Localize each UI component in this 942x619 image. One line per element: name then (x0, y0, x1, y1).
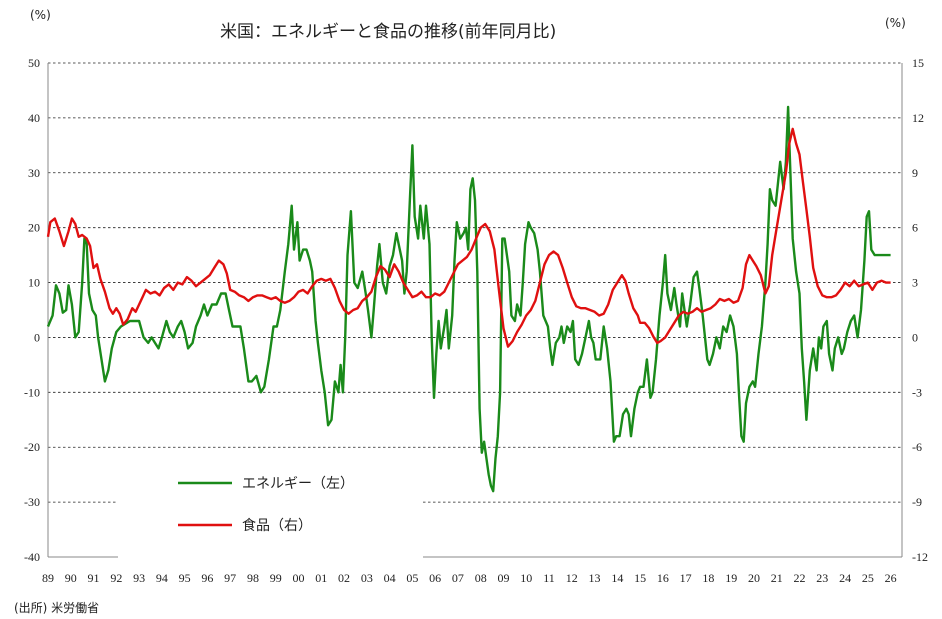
x-tick-label: 92 (110, 571, 122, 585)
x-tick-label: 04 (384, 571, 396, 585)
right-tick-label: 9 (912, 166, 918, 180)
left-tick-label: -40 (24, 550, 40, 564)
x-tick-label: 19 (725, 571, 737, 585)
x-tick-label: 14 (611, 571, 623, 585)
x-tick-label: 08 (475, 571, 487, 585)
x-tick-label: 06 (429, 571, 441, 585)
left-tick-label: 40 (28, 111, 40, 125)
right-tick-label: 0 (912, 330, 918, 344)
x-tick-label: 07 (452, 571, 464, 585)
x-tick-label: 18 (702, 571, 714, 585)
x-tick-label: 15 (634, 571, 646, 585)
x-tick-label: 12 (566, 571, 578, 585)
x-tick-label: 97 (224, 571, 236, 585)
left-tick-label: -20 (24, 440, 40, 454)
legend-background (118, 458, 423, 558)
x-tick-label: 90 (65, 571, 77, 585)
x-tick-label: 01 (315, 571, 327, 585)
right-tick-label: -9 (912, 495, 922, 509)
x-tick-label: 10 (520, 571, 532, 585)
right-tick-label: 3 (912, 276, 918, 290)
right-tick-label: -12 (912, 550, 928, 564)
x-tick-label: 21 (771, 571, 783, 585)
left-axis-ticks: -40 -30 -20 -10 0 10 20 30 40 50 (24, 56, 40, 564)
x-tick-label: 99 (270, 571, 282, 585)
left-axis-unit: (%) (30, 8, 51, 22)
legend: エネルギー（左） 食品（右） (178, 476, 354, 534)
x-tick-label: 89 (42, 571, 54, 585)
x-tick-label: 24 (839, 571, 851, 585)
x-tick-label: 93 (133, 571, 145, 585)
right-tick-label: 15 (912, 56, 924, 70)
x-tick-label: 13 (589, 571, 601, 585)
x-tick-label: 96 (201, 571, 213, 585)
x-tick-label: 94 (156, 571, 168, 585)
left-tick-label: 10 (28, 276, 40, 290)
legend-label-energy: エネルギー（左） (242, 476, 354, 492)
x-tick-label: 91 (88, 571, 100, 585)
gridlines (48, 62, 902, 503)
series-line-energy (46, 105, 891, 493)
series-line-food (46, 127, 891, 348)
series-layer (46, 105, 891, 493)
left-tick-label: -10 (24, 385, 40, 399)
x-tick-label: 98 (247, 571, 259, 585)
right-tick-label: 6 (912, 221, 918, 235)
x-tick-label: 16 (657, 571, 669, 585)
x-tick-label: 26 (885, 571, 897, 585)
x-tick-label: 09 (497, 571, 509, 585)
left-tick-label: 50 (28, 56, 40, 70)
x-tick-label: 20 (748, 571, 760, 585)
source-note: (出所) 米労働省 (14, 601, 99, 615)
left-tick-label: 0 (34, 330, 40, 344)
x-tick-label: 11 (543, 571, 555, 585)
x-tick-label: 23 (816, 571, 828, 585)
right-tick-label: -6 (912, 440, 922, 454)
left-tick-label: 20 (28, 221, 40, 235)
chart-title: 米国：エネルギーと食品の推移(前年同月比) (220, 22, 556, 42)
left-tick-label: 30 (28, 166, 40, 180)
x-tick-label: 03 (361, 571, 373, 585)
right-axis-ticks: -12 -9 -6 -3 0 3 6 9 12 15 (912, 56, 928, 564)
left-tick-label: -30 (24, 495, 40, 509)
x-tick-label: 95 (179, 571, 191, 585)
right-tick-label: 12 (912, 111, 924, 125)
x-axis-ticks: 89 90 91 92 93 94 95 96 97 98 99 00 01 02 03 04 05 06 07 08… (42, 571, 897, 585)
x-tick-label: 22 (794, 571, 806, 585)
x-tick-label: 25 (862, 571, 874, 585)
legend-label-food: 食品（右） (242, 517, 312, 534)
x-tick-label: 17 (680, 571, 692, 585)
x-tick-label: 05 (406, 571, 418, 585)
right-tick-label: -3 (912, 385, 922, 399)
right-axis-unit: (%) (885, 16, 906, 30)
x-tick-label: 02 (338, 571, 350, 585)
x-tick-label: 00 (293, 571, 305, 585)
